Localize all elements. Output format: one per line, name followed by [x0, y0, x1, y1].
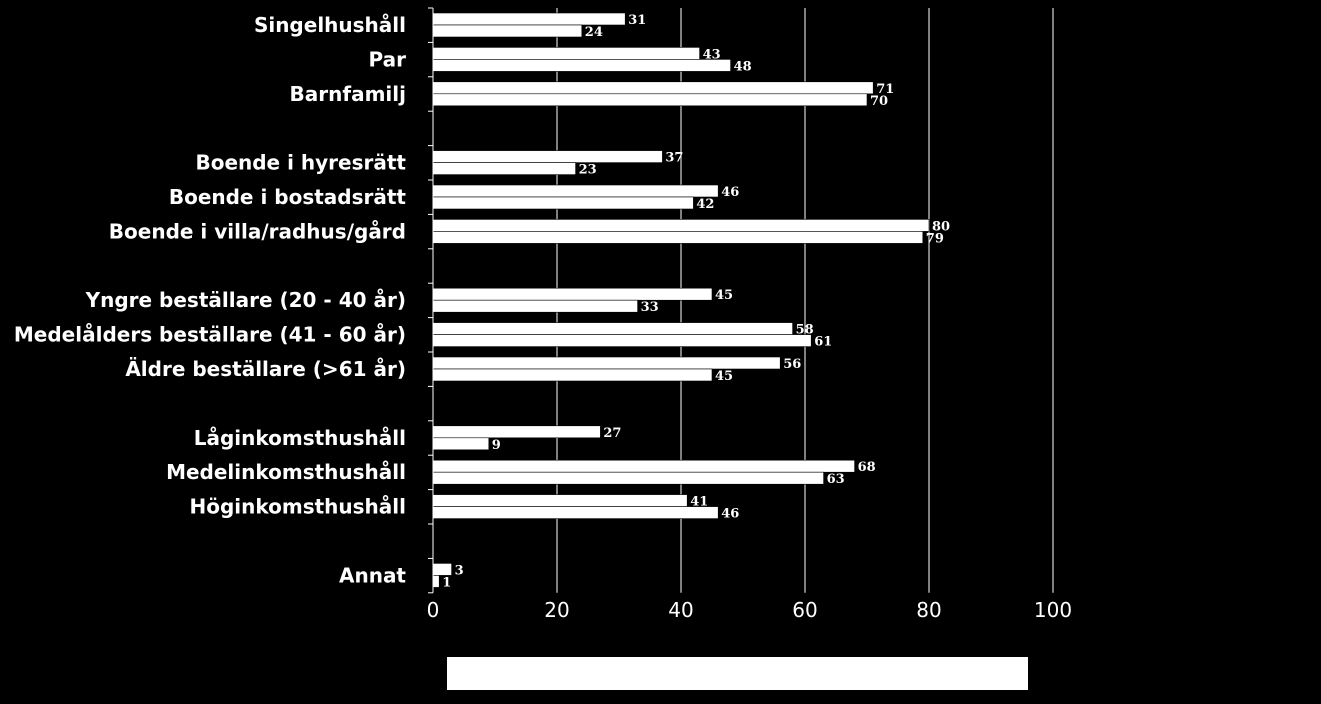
category-label: Boende i villa/radhus/gård	[109, 219, 406, 243]
bar-series-2	[432, 575, 440, 588]
category-label: Yngre beställare (20 - 40 år)	[85, 288, 406, 312]
data-label: 37	[665, 151, 683, 166]
category-label: Barnfamilj	[290, 82, 406, 106]
data-label: 43	[703, 47, 721, 62]
bar-series-1	[432, 563, 452, 576]
data-label: 46	[721, 507, 739, 522]
bar-series-2	[432, 162, 576, 175]
data-label: 27	[603, 426, 621, 441]
bar-series-1	[432, 184, 719, 198]
data-label: 33	[641, 300, 659, 315]
bar-series-1	[432, 287, 713, 301]
bar-series-2	[432, 471, 824, 485]
bars	[432, 12, 930, 588]
data-label: 1	[442, 575, 451, 590]
bar-series-2	[432, 59, 731, 72]
category-label: Äldre beställare (>61 år)	[125, 357, 406, 381]
data-label: 71	[876, 82, 894, 97]
bar-series-2	[432, 24, 583, 38]
bar-series-1	[432, 219, 930, 232]
category-label: Singelhushåll	[254, 13, 406, 37]
data-label: 9	[492, 438, 501, 453]
bar-series-2	[432, 93, 868, 107]
data-label: 46	[721, 185, 739, 200]
data-label: 31	[628, 13, 646, 28]
y-axis	[428, 7, 434, 594]
data-label: 63	[827, 472, 845, 487]
data-label: 56	[783, 357, 801, 372]
labels: 0 20 40 60 80 100 Singelhushåll 31 24 Par 43 48 Barn…	[14, 13, 1072, 622]
bar-series-2	[432, 231, 924, 244]
data-label: 48	[734, 59, 752, 74]
bar-series-2	[432, 196, 694, 210]
x-tick-label: 40	[668, 598, 693, 622]
bar-series-2	[432, 299, 638, 313]
data-label: 80	[932, 219, 950, 234]
data-label: 61	[814, 335, 832, 350]
bar-series-1	[432, 322, 793, 335]
bar-series-1	[432, 494, 688, 507]
data-label: 23	[579, 163, 597, 178]
x-tick-label: 0	[427, 598, 440, 622]
data-label: 24	[585, 25, 603, 40]
category-label: Medelinkomsthushåll	[166, 460, 406, 484]
category-label: Par	[369, 47, 407, 71]
category-label: Höginkomsthushåll	[189, 495, 406, 519]
bar-series-1	[432, 356, 781, 370]
category-label: Boende i hyresrätt	[195, 151, 406, 175]
bar-series-1	[432, 459, 855, 473]
x-tick-label: 100	[1034, 598, 1072, 622]
bar-series-2	[432, 437, 490, 451]
category-label: Boende i bostadsrätt	[169, 185, 407, 209]
bar-series-1	[432, 12, 626, 26]
data-label: 42	[696, 197, 714, 212]
bar-series-2	[432, 334, 812, 347]
data-label: 41	[690, 495, 708, 510]
data-label: 68	[858, 460, 876, 475]
category-label: Medelålders beställare (41 - 60 år)	[14, 323, 406, 347]
x-tick-label: 20	[544, 598, 569, 622]
bar-series-1	[432, 150, 663, 163]
x-tick-label: 80	[916, 598, 941, 622]
x-tick-label: 60	[792, 598, 817, 622]
bar-series-1	[432, 425, 601, 439]
data-label: 3	[455, 563, 464, 578]
data-label: 79	[926, 231, 944, 246]
data-label: 45	[715, 369, 733, 384]
data-label: 45	[715, 288, 733, 303]
category-label: Låginkomsthushåll	[194, 426, 406, 450]
data-label: 58	[796, 323, 814, 338]
bar-series-1	[432, 81, 874, 95]
bar-series-2	[432, 506, 719, 519]
legend-box	[447, 657, 1028, 690]
bar-series-2	[432, 368, 713, 382]
data-label: 70	[870, 94, 888, 109]
bar-series-1	[432, 47, 700, 60]
category-label: Annat	[339, 563, 406, 587]
